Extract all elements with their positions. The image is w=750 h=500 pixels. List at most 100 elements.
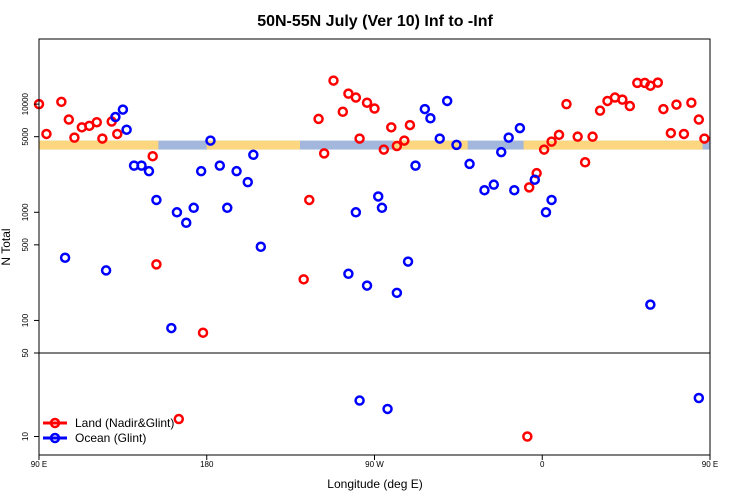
ocean-point bbox=[451, 139, 462, 151]
ocean-point bbox=[464, 158, 475, 170]
ocean-point bbox=[188, 202, 199, 214]
ocean-point bbox=[151, 194, 162, 206]
land-point bbox=[572, 131, 583, 142]
land-point bbox=[147, 150, 158, 162]
land-point bbox=[624, 100, 636, 112]
ocean-point bbox=[514, 122, 526, 134]
ocean-point bbox=[503, 132, 514, 143]
land-point bbox=[561, 98, 572, 110]
ocean-point bbox=[222, 202, 233, 214]
y-tick-label: 5000 bbox=[21, 127, 30, 145]
land-point bbox=[318, 148, 330, 159]
land-point bbox=[313, 113, 324, 125]
land-point bbox=[151, 259, 162, 270]
land-point bbox=[91, 116, 103, 128]
ocean-point bbox=[391, 287, 403, 299]
land-point bbox=[112, 128, 123, 140]
y-tick-label: 50 bbox=[21, 348, 30, 357]
ocean-point bbox=[117, 104, 129, 115]
ocean-point bbox=[693, 392, 705, 404]
land-point bbox=[173, 413, 185, 425]
land-point bbox=[378, 144, 390, 155]
band-ocean bbox=[39, 140, 710, 150]
land-point bbox=[328, 75, 339, 86]
ocean-point bbox=[645, 299, 656, 310]
reference-band bbox=[39, 140, 710, 150]
land-point bbox=[594, 105, 606, 116]
land-point bbox=[404, 119, 416, 131]
land-point bbox=[617, 94, 628, 105]
land-point bbox=[304, 194, 315, 206]
x-tick-label: 90 E bbox=[31, 460, 47, 469]
x-tick-label: 180 bbox=[200, 460, 214, 469]
band-land bbox=[523, 140, 703, 150]
plot-frame bbox=[38, 38, 711, 456]
y-tick-label: 500 bbox=[21, 238, 30, 252]
ocean-point bbox=[419, 103, 431, 115]
legend-ocean-label: Ocean (Glint) bbox=[75, 431, 146, 445]
ocean-point bbox=[343, 268, 354, 280]
x-tick-label: 0 bbox=[540, 460, 545, 469]
land-point bbox=[63, 114, 75, 125]
ocean-point bbox=[121, 124, 132, 135]
land-point bbox=[553, 129, 565, 141]
ocean-point bbox=[136, 160, 147, 171]
land-point bbox=[298, 274, 309, 285]
land-point bbox=[546, 136, 557, 147]
ocean-point bbox=[195, 165, 207, 177]
ocean-point bbox=[100, 265, 112, 276]
data-points bbox=[33, 75, 710, 442]
land-point bbox=[686, 97, 697, 108]
ocean-point bbox=[382, 403, 393, 415]
ocean-point bbox=[255, 241, 267, 253]
ocean-point bbox=[479, 184, 490, 196]
y-tick-label: 1000 bbox=[21, 203, 30, 221]
ocean-point bbox=[214, 160, 226, 171]
land-point bbox=[665, 127, 677, 139]
legend-land-marker bbox=[49, 417, 61, 429]
land-point bbox=[693, 114, 705, 125]
ocean-point bbox=[205, 135, 216, 146]
ocean-point bbox=[59, 252, 71, 263]
land-point bbox=[391, 140, 403, 152]
land-point bbox=[399, 135, 410, 146]
ocean-point bbox=[361, 280, 373, 291]
ocean-point bbox=[434, 133, 445, 144]
x-axis-label: Longitude (deg E) bbox=[327, 477, 422, 491]
y-tick-label: 10 bbox=[21, 431, 30, 440]
land-point bbox=[354, 133, 365, 144]
land-point bbox=[197, 327, 209, 338]
ocean-point bbox=[488, 179, 500, 190]
ocean-point bbox=[425, 113, 436, 124]
legend-land-label: Land (Nadir&Glint) bbox=[75, 416, 174, 430]
x-tick-label: 90 E bbox=[702, 460, 718, 469]
x-tick-label: 90 W bbox=[365, 460, 384, 469]
ocean-point bbox=[354, 395, 365, 406]
band-land bbox=[393, 140, 468, 150]
ocean-point bbox=[441, 95, 453, 107]
ocean-point bbox=[231, 165, 242, 177]
land-point bbox=[56, 96, 67, 108]
ocean-point bbox=[350, 207, 362, 218]
ocean-point bbox=[110, 111, 121, 123]
ocean-point bbox=[143, 165, 155, 177]
band-land bbox=[206, 140, 300, 150]
land-point bbox=[652, 77, 664, 88]
land-point bbox=[386, 122, 397, 133]
land-point bbox=[678, 128, 690, 140]
ocean-point bbox=[376, 202, 388, 214]
ocean-point bbox=[248, 149, 259, 161]
ocean-point bbox=[180, 217, 192, 229]
y-tick-label: 10000 bbox=[21, 92, 30, 115]
land-point bbox=[369, 103, 380, 114]
ocean-point bbox=[171, 207, 183, 218]
land-point bbox=[350, 92, 362, 103]
land-point bbox=[671, 99, 682, 110]
ocean-point bbox=[529, 174, 541, 185]
ocean-point bbox=[410, 160, 421, 171]
ocean-point bbox=[509, 184, 520, 196]
ocean-point bbox=[540, 207, 552, 218]
land-point bbox=[41, 128, 52, 140]
legend-ocean-marker bbox=[49, 432, 61, 444]
axes: 90 E 180 90 W 0 90 E 50 100 500 1000 5000 10000 10 bbox=[21, 92, 718, 469]
